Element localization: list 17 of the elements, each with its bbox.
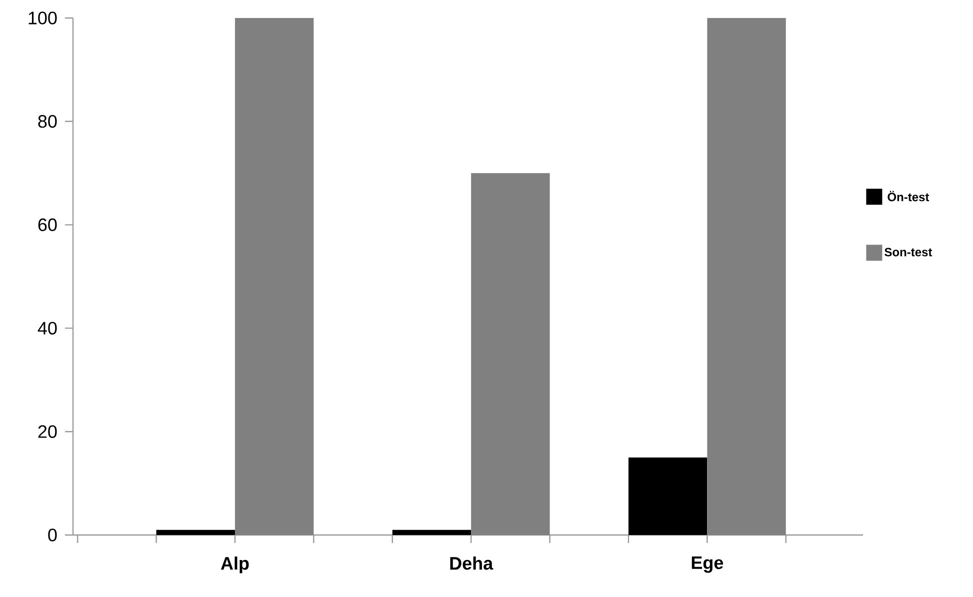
y-tick-label: 40 xyxy=(38,322,57,335)
legend-label: Ön-test xyxy=(888,190,930,202)
x-tick-label: Deha xyxy=(450,556,494,570)
bar xyxy=(234,18,314,535)
x-tick-label: Alp xyxy=(220,556,249,574)
bar xyxy=(392,530,472,535)
bar xyxy=(628,457,708,535)
y-tick-label: 80 xyxy=(38,115,57,128)
bar xyxy=(156,530,235,535)
y-tick-label: 60 xyxy=(38,218,57,232)
x-tick-label: Ege xyxy=(692,556,724,573)
y-tick-label: 20 xyxy=(38,425,57,438)
bar xyxy=(471,173,550,535)
y-tick-label: 100 xyxy=(28,12,57,24)
bar xyxy=(707,18,786,535)
legend-label: Son-test xyxy=(884,248,932,256)
y-tick-label: 0 xyxy=(48,528,57,542)
